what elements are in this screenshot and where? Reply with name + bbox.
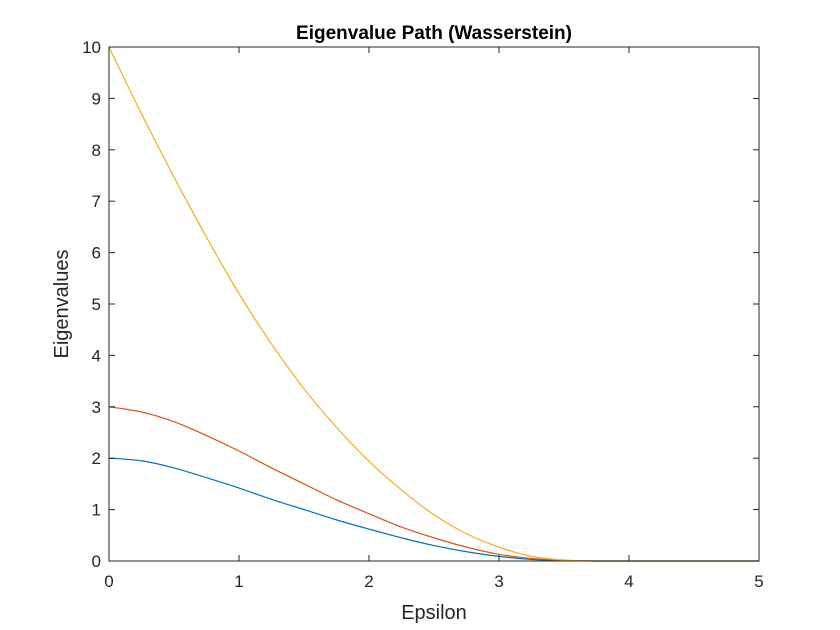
- x-tick-label: 1: [234, 572, 243, 591]
- y-tick-label: 4: [92, 346, 101, 365]
- y-tick-label: 0: [92, 552, 101, 571]
- x-tick-label: 5: [754, 572, 763, 591]
- y-tick-label: 10: [82, 38, 101, 57]
- x-axis-ticks: 0 1 2 3 4 5: [104, 47, 764, 591]
- chart-title: Eigenvalue Path (Wasserstein): [296, 23, 572, 44]
- y-tick-label: 7: [92, 192, 101, 211]
- y-tick-label: 6: [92, 244, 101, 263]
- y-tick-label: 8: [92, 141, 101, 160]
- y-axis-ticks: 0 1 2 3 4 5 6 7 8 9 10: [82, 38, 759, 571]
- y-tick-label: 3: [92, 398, 101, 417]
- x-tick-label: 0: [104, 572, 113, 591]
- x-tick-label: 4: [624, 572, 633, 591]
- y-tick-label: 5: [92, 295, 101, 314]
- y-tick-label: 2: [92, 449, 101, 468]
- x-tick-label: 2: [364, 572, 373, 591]
- y-axis-label: Eigenvalues: [51, 250, 73, 359]
- plot-area: [109, 47, 759, 561]
- y-tick-label: 9: [92, 89, 101, 108]
- x-axis-label: Epsilon: [401, 602, 467, 624]
- y-tick-label: 1: [92, 501, 101, 520]
- x-tick-label: 3: [494, 572, 503, 591]
